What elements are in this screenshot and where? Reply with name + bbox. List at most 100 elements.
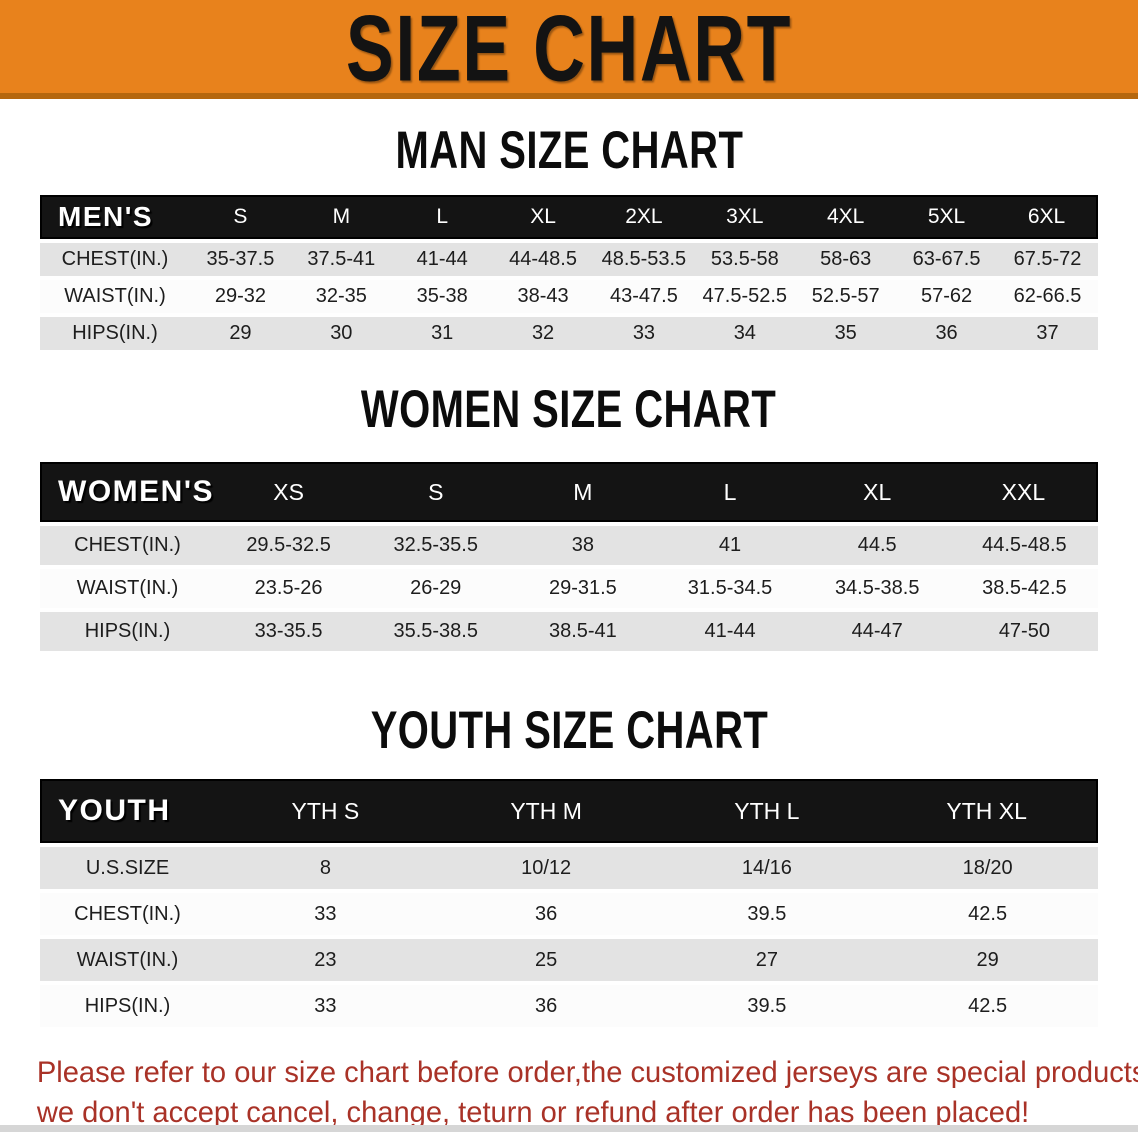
size-value: 18/20	[877, 847, 1098, 889]
size-value: 63-67.5	[896, 243, 997, 276]
size-value: 41	[656, 526, 804, 565]
size-value: 43-47.5	[593, 280, 695, 313]
size-value: 35	[795, 317, 897, 350]
mens-table-header-row: MEN'S S M L XL 2XL 3XL 4XL 5XL 6XL	[40, 195, 1098, 239]
size-column-header: 5XL	[896, 195, 997, 239]
size-value: 33	[215, 985, 436, 1027]
bottom-strip	[0, 1125, 1138, 1132]
size-value: 33-35.5	[215, 612, 363, 651]
youth-table-corner-label: YOUTH	[40, 779, 215, 843]
size-value: 62-66.5	[997, 280, 1098, 313]
youth-table-header-row: YOUTH YTH S YTH M YTH L YTH XL	[40, 779, 1098, 843]
size-column-header: XS	[215, 462, 363, 522]
size-column-header: L	[391, 195, 493, 239]
size-value: 32-35	[290, 280, 392, 313]
size-value: 23.5-26	[215, 569, 363, 608]
size-value: 38.5-41	[509, 612, 657, 651]
banner-title: SIZE CHART	[345, 0, 793, 102]
table-row: CHEST(IN.) 33 36 39.5 42.5	[40, 893, 1098, 935]
size-value: 26-29	[362, 569, 510, 608]
size-value: 38-43	[492, 280, 594, 313]
womens-size-table: WOMEN'S XS S M L XL XXL CHEST(IN.) 29.5-…	[40, 458, 1098, 655]
size-value: 36	[435, 985, 657, 1027]
row-label: HIPS(IN.)	[40, 612, 215, 651]
size-value: 42.5	[877, 985, 1098, 1027]
youth-size-chart-heading: YOUTH SIZE CHART	[0, 700, 1138, 760]
size-value: 31.5-34.5	[656, 569, 804, 608]
size-column-header: YTH L	[656, 779, 878, 843]
size-value: 29-31.5	[509, 569, 657, 608]
size-value: 39.5	[656, 893, 878, 935]
size-value: 47-50	[950, 612, 1098, 651]
size-value: 52.5-57	[795, 280, 897, 313]
size-value: 27	[656, 939, 878, 981]
youth-size-chart-heading-text: YOUTH SIZE CHART	[370, 700, 768, 760]
women-size-chart-heading: WOMEN SIZE CHART	[0, 379, 1138, 439]
womens-table-header-row: WOMEN'S XS S M L XL XXL	[40, 462, 1098, 522]
table-row: HIPS(IN.) 33 36 39.5 42.5	[40, 985, 1098, 1027]
size-value: 44-47	[803, 612, 951, 651]
size-value: 53.5-58	[694, 243, 796, 276]
size-value: 32.5-35.5	[362, 526, 510, 565]
size-column-header: 6XL	[997, 195, 1098, 239]
row-label: WAIST(IN.)	[40, 569, 215, 608]
size-value: 37	[997, 317, 1098, 350]
table-row: WAIST(IN.) 23.5-26 26-29 29-31.5 31.5-34…	[40, 569, 1098, 608]
size-value: 42.5	[877, 893, 1098, 935]
size-column-header: S	[190, 195, 291, 239]
table-row: HIPS(IN.) 33-35.5 35.5-38.5 38.5-41 41-4…	[40, 612, 1098, 651]
table-row: WAIST(IN.) 29-32 32-35 35-38 38-43 43-47…	[40, 280, 1098, 313]
size-value: 39.5	[656, 985, 878, 1027]
size-column-header: YTH S	[215, 779, 436, 843]
size-column-header: XL	[803, 462, 951, 522]
size-value: 29.5-32.5	[215, 526, 363, 565]
size-value: 36	[435, 893, 657, 935]
size-value: 32	[492, 317, 594, 350]
table-row: WAIST(IN.) 23 25 27 29	[40, 939, 1098, 981]
size-value: 44.5	[803, 526, 951, 565]
size-value: 57-62	[896, 280, 997, 313]
size-value: 34.5-38.5	[803, 569, 951, 608]
size-value: 14/16	[656, 847, 878, 889]
disclaimer-line-1: Please refer to our size chart before or…	[36, 1056, 1138, 1089]
size-value: 25	[435, 939, 657, 981]
size-value: 31	[391, 317, 493, 350]
size-value: 10/12	[435, 847, 657, 889]
size-value: 30	[290, 317, 392, 350]
disclaimer-text: Please refer to our size chart before or…	[0, 1053, 1138, 1133]
size-column-header: 2XL	[593, 195, 695, 239]
size-column-header: YTH M	[435, 779, 657, 843]
row-label: HIPS(IN.)	[40, 985, 215, 1027]
size-chart-banner: SIZE CHART	[0, 0, 1138, 99]
size-column-header: L	[656, 462, 804, 522]
size-value: 23	[215, 939, 436, 981]
size-column-header: S	[362, 462, 510, 522]
row-label: CHEST(IN.)	[40, 243, 190, 276]
row-label: WAIST(IN.)	[40, 280, 190, 313]
size-value: 47.5-52.5	[694, 280, 796, 313]
size-column-header: XXL	[950, 462, 1098, 522]
size-column-header: M	[290, 195, 392, 239]
row-label: U.S.SIZE	[40, 847, 215, 889]
youth-size-table: YOUTH YTH S YTH M YTH L YTH XL U.S.SIZE …	[40, 775, 1098, 1031]
mens-size-table: MEN'S S M L XL 2XL 3XL 4XL 5XL 6XL CHEST…	[40, 191, 1098, 354]
man-size-chart-heading-text: MAN SIZE CHART	[395, 120, 743, 180]
size-value: 38.5-42.5	[950, 569, 1098, 608]
table-row: U.S.SIZE 8 10/12 14/16 18/20	[40, 847, 1098, 889]
size-value: 48.5-53.5	[593, 243, 695, 276]
size-value: 36	[896, 317, 997, 350]
size-value: 35-37.5	[190, 243, 291, 276]
size-value: 38	[509, 526, 657, 565]
man-size-chart-heading: MAN SIZE CHART	[0, 120, 1138, 180]
women-size-chart-heading-text: WOMEN SIZE CHART	[361, 379, 777, 439]
size-value: 35.5-38.5	[362, 612, 510, 651]
table-row: CHEST(IN.) 29.5-32.5 32.5-35.5 38 41 44.…	[40, 526, 1098, 565]
size-column-header: XL	[492, 195, 594, 239]
table-row: CHEST(IN.) 35-37.5 37.5-41 41-44 44-48.5…	[40, 243, 1098, 276]
row-label: WAIST(IN.)	[40, 939, 215, 981]
size-value: 29	[190, 317, 291, 350]
size-value: 29-32	[190, 280, 291, 313]
size-value: 29	[877, 939, 1098, 981]
size-column-header: 3XL	[694, 195, 796, 239]
row-label: CHEST(IN.)	[40, 526, 215, 565]
